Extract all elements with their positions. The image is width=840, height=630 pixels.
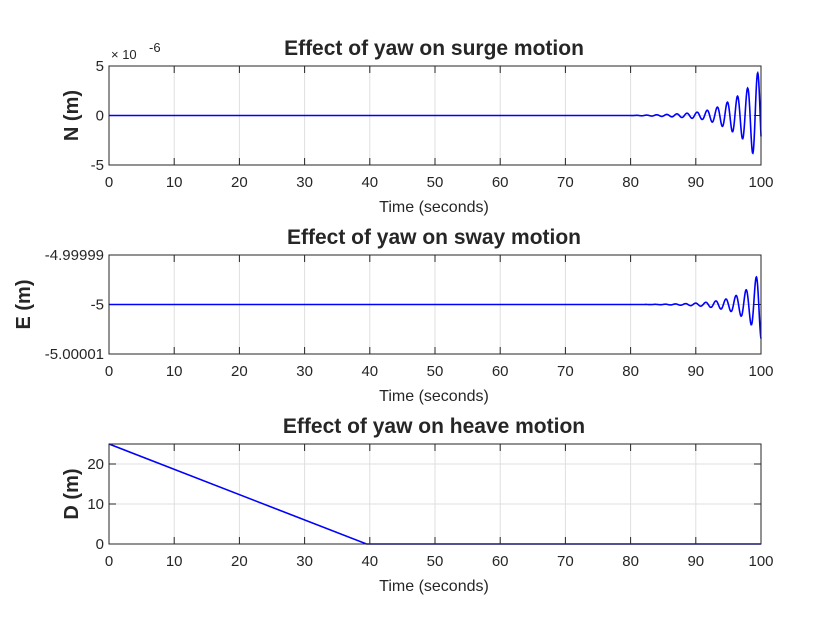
axes-box bbox=[108, 254, 762, 355]
subplot-2: 0 10 20 30 40 50 60 70 80 90 100 -4.99999 -5 -5.00001… bbox=[13, 226, 774, 405]
x-tick-label: 30 bbox=[296, 174, 313, 191]
y-tick-label: 20 bbox=[87, 456, 104, 473]
x-tick-label: 80 bbox=[622, 174, 639, 191]
y-tick-label: 10 bbox=[87, 496, 104, 513]
y-axis-label: N (m) bbox=[61, 90, 83, 141]
y-tick-label: -5 bbox=[91, 157, 104, 174]
x-tick-label: 30 bbox=[296, 553, 313, 570]
x-tick-label: 20 bbox=[231, 174, 248, 191]
x-tick-label: 10 bbox=[166, 553, 183, 570]
x-tick-label: 40 bbox=[361, 174, 378, 191]
x-tick-label: 0 bbox=[105, 553, 113, 570]
x-tick-label: 100 bbox=[748, 363, 773, 380]
x-tick-label: 0 bbox=[105, 174, 113, 191]
axes-box bbox=[108, 65, 762, 166]
chart-title: Effect of yaw on sway motion bbox=[287, 226, 581, 249]
x-axis-label: Time (seconds) bbox=[379, 578, 489, 595]
x-tick-label: 80 bbox=[622, 553, 639, 570]
x-tick-label: 100 bbox=[748, 553, 773, 570]
x-axis-label: Time (seconds) bbox=[379, 388, 489, 405]
axis-exponent-power: -6 bbox=[149, 40, 161, 55]
x-tick-label: 20 bbox=[231, 363, 248, 380]
y-axis-label: E (m) bbox=[13, 280, 35, 330]
x-tick-label: 40 bbox=[361, 363, 378, 380]
x-tick-label: 60 bbox=[492, 174, 509, 191]
x-tick-label: 90 bbox=[687, 363, 704, 380]
series-line bbox=[109, 275, 762, 339]
y-tick-label: 0 bbox=[96, 536, 104, 553]
y-tick-label: -4.99999 bbox=[45, 247, 104, 264]
x-tick-label: 90 bbox=[687, 174, 704, 191]
x-tick-label: 50 bbox=[427, 553, 444, 570]
y-tick-label: 5 bbox=[96, 58, 104, 75]
x-tick-label: 70 bbox=[557, 553, 574, 570]
x-axis-label: Time (seconds) bbox=[379, 199, 489, 216]
x-tick-label: 70 bbox=[557, 363, 574, 380]
series-line bbox=[109, 70, 762, 155]
x-tick-label: 20 bbox=[231, 553, 248, 570]
y-tick-label: 0 bbox=[96, 108, 104, 125]
x-tick-label: 40 bbox=[361, 553, 378, 570]
x-tick-label: 0 bbox=[105, 363, 113, 380]
y-tick-label: -5 bbox=[91, 297, 104, 314]
x-tick-label: 70 bbox=[557, 174, 574, 191]
x-tick-label: 60 bbox=[492, 553, 509, 570]
x-tick-label: 10 bbox=[166, 174, 183, 191]
axis-exponent-label: × 10 bbox=[111, 47, 137, 62]
x-tick-label: 80 bbox=[622, 363, 639, 380]
chart-title: Effect of yaw on heave motion bbox=[283, 415, 585, 438]
chart-title: Effect of yaw on surge motion bbox=[284, 37, 584, 60]
y-axis-label: D (m) bbox=[61, 468, 83, 519]
x-tick-label: 90 bbox=[687, 553, 704, 570]
x-tick-label: 60 bbox=[492, 363, 509, 380]
x-tick-label: 30 bbox=[296, 363, 313, 380]
y-tick-label: -5.00001 bbox=[45, 346, 104, 363]
x-tick-label: 100 bbox=[748, 174, 773, 191]
axes-box bbox=[108, 443, 762, 545]
x-tick-label: 50 bbox=[427, 363, 444, 380]
x-tick-label: 10 bbox=[166, 363, 183, 380]
x-tick-label: 50 bbox=[427, 174, 444, 191]
